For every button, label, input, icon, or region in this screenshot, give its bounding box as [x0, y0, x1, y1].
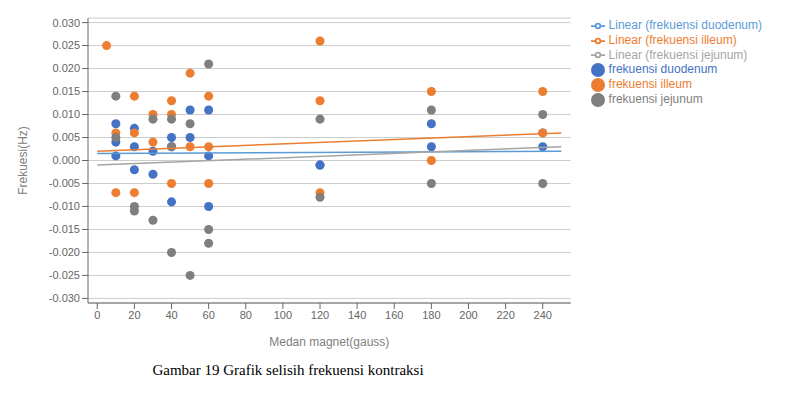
svg-text:20: 20 [128, 309, 140, 321]
html-text:Linear (frekuensi duodenum): Linear (frekuensi duodenum) [608, 18, 762, 32]
svg-text:0.015: 0.015 [52, 85, 80, 97]
html-text:frekuensi duodenum: frekuensi duodenum [608, 62, 718, 77]
svg-text:0: 0 [94, 309, 100, 321]
svg-text:0.000: 0.000 [52, 154, 80, 166]
svg-text:220: 220 [496, 309, 514, 321]
svg-text:140: 140 [348, 309, 366, 321]
svg-text:-0.020: -0.020 [49, 246, 80, 258]
svg-text:0.020: 0.020 [52, 62, 80, 74]
svg-text:Medan magnet(gauss): Medan magnet(gauss) [269, 335, 389, 349]
svg-text:0.010: 0.010 [52, 108, 80, 120]
html-text:Gambar 19 Grafik selisih freku: Gambar 19 Grafik selisih frekuensi kontr… [152, 362, 424, 378]
svg-text:100: 100 [274, 309, 292, 321]
svg-text:0.025: 0.025 [52, 39, 80, 51]
html-text:Linear (frekuensi jejunum): Linear (frekuensi jejunum) [608, 47, 748, 62]
svg-text:0.005: 0.005 [52, 131, 80, 143]
html-text:frekuensi illeum: frekuensi illeum [608, 77, 692, 92]
html-text:Linear (frekuensi illeum): Linear (frekuensi illeum) [608, 32, 737, 47]
svg-text:-0.025: -0.025 [49, 269, 80, 281]
svg-text:-0.030: -0.030 [49, 292, 80, 304]
svg-text:200: 200 [459, 309, 477, 321]
svg-text:120: 120 [311, 309, 329, 321]
svg-text:60: 60 [203, 309, 215, 321]
svg-text:0.030: 0.030 [52, 17, 80, 29]
svg-text:80: 80 [240, 309, 252, 321]
svg-text:-0.015: -0.015 [49, 223, 80, 235]
svg-text:40: 40 [165, 309, 177, 321]
svg-text:240: 240 [534, 309, 552, 321]
svg-text:-0.010: -0.010 [49, 200, 80, 212]
html-text:frekuensi jejunum: frekuensi jejunum [608, 92, 703, 107]
svg-text:-0.005: -0.005 [49, 177, 80, 189]
svg-text:180: 180 [422, 309, 440, 321]
svg-text:Frekuesi(Hz): Frekuesi(Hz) [16, 126, 30, 195]
svg-text:160: 160 [385, 309, 403, 321]
